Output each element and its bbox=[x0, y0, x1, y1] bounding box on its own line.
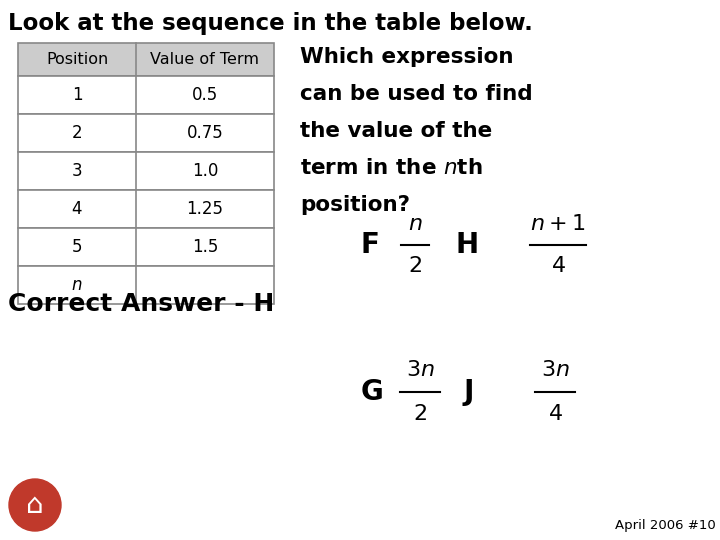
Text: $\mathbf{F}$: $\mathbf{F}$ bbox=[360, 231, 379, 259]
Text: ⌂: ⌂ bbox=[26, 491, 44, 519]
Circle shape bbox=[9, 479, 61, 531]
Text: 1.5: 1.5 bbox=[192, 238, 218, 256]
Text: $\mathbf{G}$: $\mathbf{G}$ bbox=[360, 378, 383, 406]
Text: Position: Position bbox=[46, 52, 108, 67]
Text: 0.75: 0.75 bbox=[186, 124, 223, 142]
Text: 4: 4 bbox=[72, 200, 82, 218]
Text: $n$: $n$ bbox=[408, 214, 423, 234]
Text: the value of the: the value of the bbox=[300, 121, 492, 141]
Text: $\mathbf{J}$: $\mathbf{J}$ bbox=[462, 376, 473, 408]
Text: can be used to find: can be used to find bbox=[300, 84, 533, 104]
Text: Value of Term: Value of Term bbox=[150, 52, 259, 67]
Text: $4$: $4$ bbox=[548, 404, 562, 424]
Text: 0.5: 0.5 bbox=[192, 86, 218, 104]
Text: Which expression: Which expression bbox=[300, 47, 513, 67]
Bar bbox=[18, 152, 274, 190]
Text: 2: 2 bbox=[72, 124, 82, 142]
Text: 5: 5 bbox=[72, 238, 82, 256]
Text: $2$: $2$ bbox=[413, 404, 427, 424]
Bar bbox=[18, 76, 274, 114]
Text: April 2006 #10: April 2006 #10 bbox=[616, 519, 716, 532]
Bar bbox=[18, 114, 274, 152]
Text: term in the $\mathit{n}$th: term in the $\mathit{n}$th bbox=[300, 158, 482, 178]
Text: $3n$: $3n$ bbox=[405, 360, 434, 380]
Text: $3n$: $3n$ bbox=[541, 360, 570, 380]
Text: 1: 1 bbox=[72, 86, 82, 104]
Text: position?: position? bbox=[300, 195, 410, 215]
Text: Correct Answer - H: Correct Answer - H bbox=[8, 292, 274, 316]
Text: 1.0: 1.0 bbox=[192, 162, 218, 180]
Text: 3: 3 bbox=[72, 162, 82, 180]
Text: $\mathbf{H}$: $\mathbf{H}$ bbox=[455, 231, 477, 259]
Bar bbox=[18, 228, 274, 266]
Text: Look at the sequence in the table below.: Look at the sequence in the table below. bbox=[8, 12, 533, 35]
Text: $n$: $n$ bbox=[71, 276, 83, 294]
Text: $2$: $2$ bbox=[408, 256, 422, 276]
Text: $n+1$: $n+1$ bbox=[530, 214, 586, 234]
Text: $4$: $4$ bbox=[551, 256, 565, 276]
Bar bbox=[18, 266, 274, 304]
Bar bbox=[18, 190, 274, 228]
Text: 1.25: 1.25 bbox=[186, 200, 223, 218]
Bar bbox=[18, 43, 274, 76]
